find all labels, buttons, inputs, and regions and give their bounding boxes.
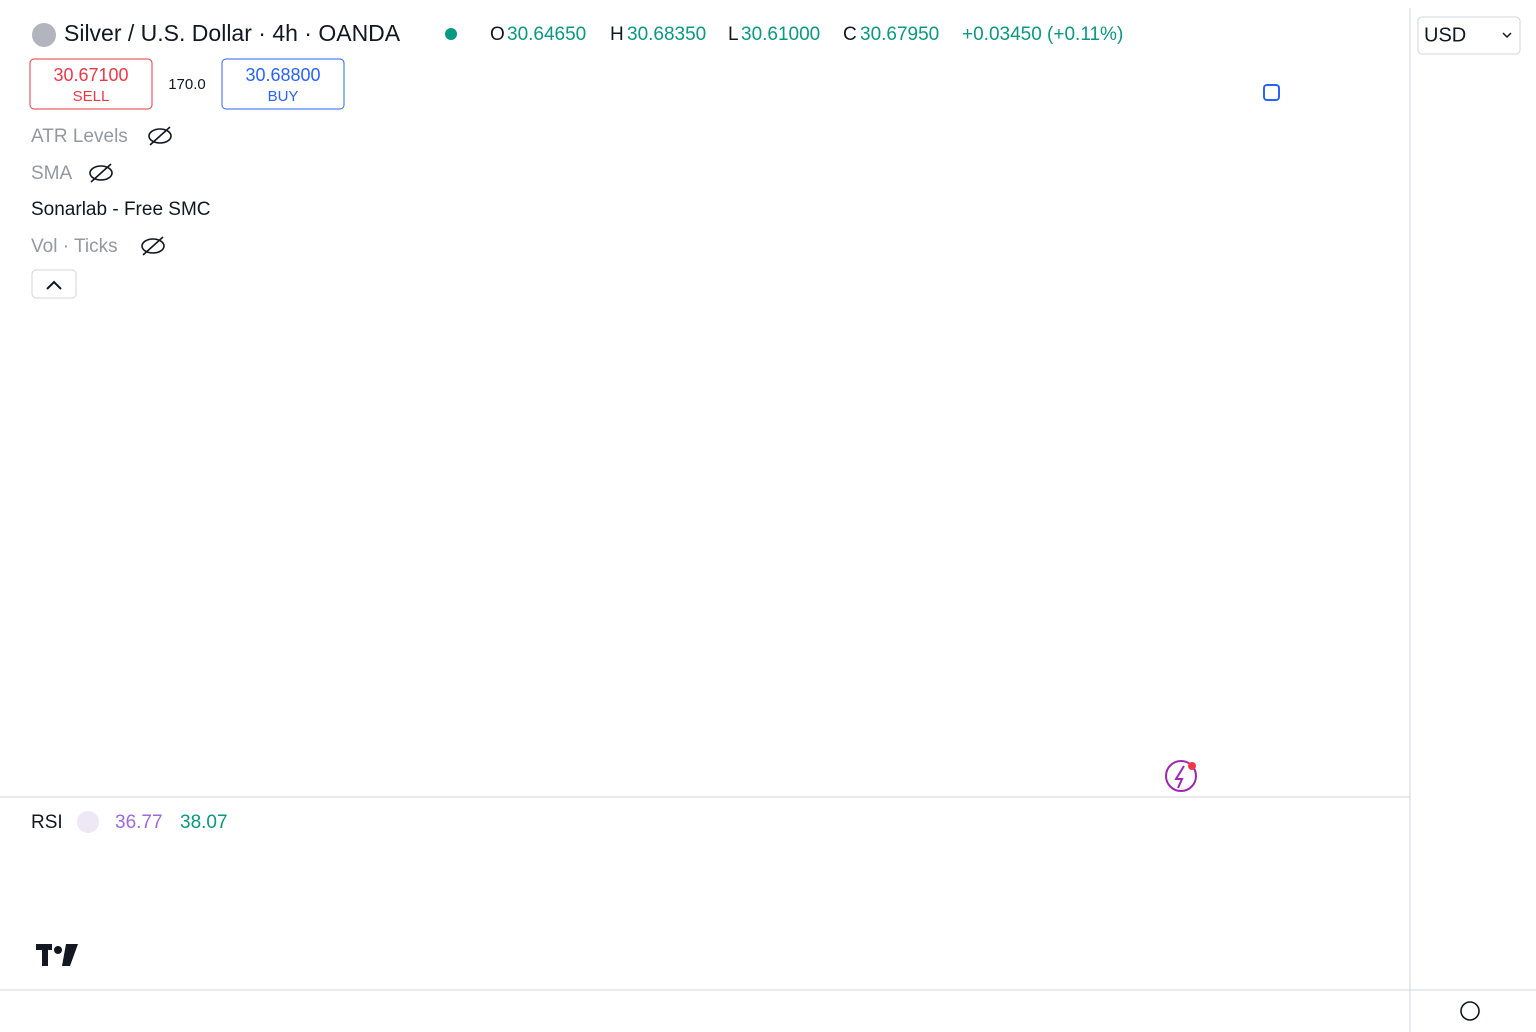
change: +0.03450 (+0.11%): [962, 24, 1123, 45]
rsi-value: 36.77: [115, 812, 163, 833]
collapse-button[interactable]: [31, 269, 77, 299]
symbol-title: Silver / U.S. Dollar · 4h · OANDA: [64, 20, 401, 46]
ohlc-label: C: [843, 24, 857, 45]
symbol-icon: [32, 23, 56, 47]
buy-price: 30.68800: [245, 65, 320, 85]
alert-dot: [1188, 762, 1196, 770]
ohlc-value: 30.61000: [741, 24, 820, 45]
currency: USD: [1424, 24, 1466, 46]
ohlc-value: 30.68350: [627, 24, 706, 45]
drag-handle[interactable]: [1263, 84, 1280, 101]
indicator-name[interactable]: ATR Levels: [31, 126, 128, 147]
rsi-ma-value: 38.07: [180, 812, 228, 833]
ohlc-label: O: [490, 24, 505, 45]
dropdown-icon: [1502, 32, 1512, 39]
buy-button[interactable]: [221, 58, 345, 110]
sell-label: SELL: [73, 88, 110, 105]
tv-logo: [36, 944, 78, 966]
indicator-name[interactable]: Sonarlab - Free SMC: [31, 199, 211, 220]
spread: 170.0: [168, 76, 206, 93]
ohlc-label: H: [610, 24, 624, 45]
buy-label: BUY: [268, 88, 299, 105]
hidden-icons: [89, 126, 172, 256]
rsi-icon: [77, 811, 99, 833]
market-status: [445, 28, 457, 40]
ohlc-label: L: [728, 24, 739, 45]
alert-icon[interactable]: [1165, 760, 1197, 792]
indicator-name[interactable]: Vol · Ticks: [31, 236, 118, 257]
currency-select[interactable]: [1417, 16, 1521, 55]
rsi-title: RSI: [31, 812, 63, 833]
sell-price: 30.67100: [53, 65, 128, 85]
alert-bolt: [1174, 765, 1185, 789]
collapse-icon: [46, 280, 62, 290]
settings-icon[interactable]: [1460, 1001, 1480, 1021]
ohlc-value: 30.67950: [860, 24, 939, 45]
sell-button[interactable]: [29, 58, 153, 110]
ohlc-value: 30.64650: [507, 24, 586, 45]
indicator-name[interactable]: SMA: [31, 163, 73, 184]
